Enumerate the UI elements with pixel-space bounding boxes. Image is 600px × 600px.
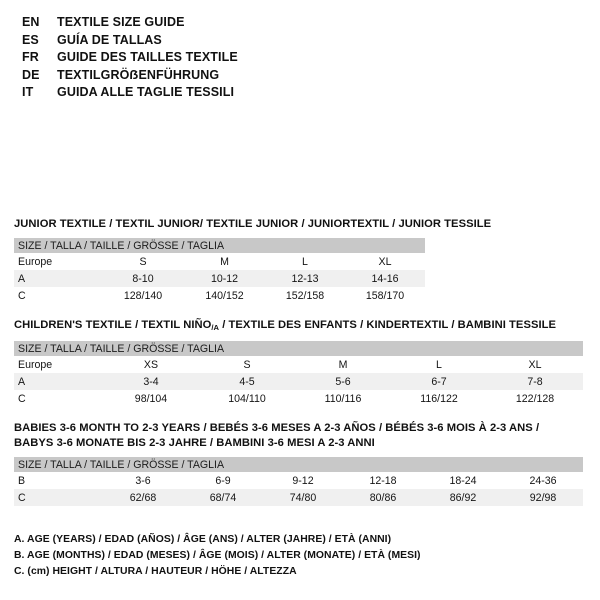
table-row: Europe S M L XL [14,253,425,270]
language-row: FR GUIDE DES TAILLES TEXTILE [22,49,422,67]
row-label: B [14,472,103,489]
language-title: TEXTILGRÖẞENFÜHRUNG [57,67,220,82]
row-label: C [14,287,102,304]
cell: XS [103,356,199,374]
language-title: GUÍA DE TALLAS [57,32,162,47]
section-childrens-textile: CHILDREN'S TEXTILE / TEXTIL NIÑO/A / TEX… [14,318,584,408]
cell: 104/110 [199,390,295,408]
section-title-line-1: BABIES 3-6 MONTH TO 2-3 YEARS / BEBÉS 3-… [14,422,540,434]
language-row: EN TEXTILE SIZE GUIDE [22,14,422,32]
table-row: C 98/104 104/110 110/116 116/122 122/128 [14,390,584,408]
cell: 18-24 [423,472,503,489]
table-row: A 8-10 10-12 12-13 14-16 [14,270,425,287]
cell: 9-12 [263,472,343,489]
cell: 128/140 [102,287,184,304]
legend-line-b: B. AGE (MONTHS) / EDAD (MESES) / ÂGE (MO… [14,550,421,561]
cell: 92/98 [503,489,584,506]
cell: 3-4 [103,373,199,391]
size-band-label: SIZE / TALLA / TAILLE / GRÖSSE / TAGLIA [14,341,584,357]
table-row: C 128/140 140/152 152/158 158/170 [14,287,425,304]
cell: 3-6 [103,472,183,489]
size-band-label: SIZE / TALLA / TAILLE / GRÖSSE / TAGLIA [14,457,584,472]
language-row: DE TEXTILGRÖẞENFÜHRUNG [22,67,422,85]
legend-line-c: C. (cm) HEIGHT / ALTURA / HAUTEUR / HÖHE… [14,566,297,577]
cell: 140/152 [184,287,265,304]
cell: 8-10 [102,270,184,287]
cell: 6-7 [391,373,487,391]
cell: 68/74 [183,489,263,506]
language-row: ES GUÍA DE TALLAS [22,32,422,50]
language-title: TEXTILE SIZE GUIDE [57,15,185,29]
row-label: Europe [14,356,103,374]
table-row: Europe XS S M L XL [14,356,584,374]
section-junior-textile: JUNIOR TEXTILE / TEXTIL JUNIOR/ TEXTILE … [14,217,491,304]
cell: 122/128 [487,390,584,408]
row-label: C [14,489,103,506]
cell: 7-8 [487,373,584,391]
section-title: CHILDREN'S TEXTILE / TEXTIL NIÑO/A / TEX… [14,318,583,335]
cell: 24-36 [503,472,584,489]
language-code: IT [22,85,34,100]
cell: XL [345,253,425,270]
legend-line-a: A. AGE (YEARS) / EDAD (AÑOS) / ÂGE (ANS)… [14,534,392,545]
table-row: B 3-6 6-9 9-12 12-18 18-24 24-36 [14,472,584,489]
language-row: IT GUIDA ALLE TAGLIE TESSILI [22,84,422,102]
cell: 6-9 [183,472,263,489]
cell: L [391,356,487,374]
cell: 158/170 [345,287,425,304]
row-label: A [14,373,103,391]
language-code: DE [22,67,40,82]
row-label: A [14,270,102,287]
section-title-pre: CHILDREN'S TEXTILE / TEXTIL NIÑO [14,319,212,331]
section-babies-textile: BABIES 3-6 MONTH TO 2-3 YEARS / BEBÉS 3-… [14,421,584,506]
cell: 74/80 [263,489,343,506]
table-row: A 3-4 4-5 5-6 6-7 7-8 [14,373,584,391]
table-band-row: SIZE / TALLA / TAILLE / GRÖSSE / TAGLIA [14,238,425,253]
cell: 80/86 [343,489,423,506]
cell: 14-16 [345,270,425,287]
cell: M [295,356,391,374]
cell: 86/92 [423,489,503,506]
section-title-line-2: BABYS 3-6 MONATE BIS 2-3 JAHRE / BAMBINI… [14,437,375,449]
language-title: GUIDE DES TAILLES TEXTILE [57,50,238,65]
cell: 4-5 [199,373,295,391]
row-label: Europe [14,253,102,270]
height-measurement-illustration: C [440,2,600,214]
cell: 12-13 [265,270,345,287]
cell: L [265,253,345,270]
table-band-row: SIZE / TALLA / TAILLE / GRÖSSE / TAGLIA [14,457,584,472]
section-title-post: / TEXTILE DES ENFANTS / KINDERTEXTIL / B… [219,319,557,331]
size-band-label: SIZE / TALLA / TAILLE / GRÖSSE / TAGLIA [14,238,425,253]
section-title-subscript: /A [211,323,220,333]
cell: 10-12 [184,270,265,287]
cell: 62/68 [103,489,183,506]
language-code: ES [22,32,39,47]
language-code: EN [22,15,40,29]
section-title: JUNIOR TEXTILE / TEXTIL JUNIOR/ TEXTILE … [14,218,492,230]
language-code: FR [22,50,39,65]
junior-size-table: SIZE / TALLA / TAILLE / GRÖSSE / TAGLIA … [14,238,425,304]
cell: S [199,356,295,374]
cell: 152/158 [265,287,345,304]
cell: XL [487,356,584,374]
language-title: GUIDA ALLE TAGLIE TESSILI [57,85,235,100]
language-title-block: EN TEXTILE SIZE GUIDE ES GUÍA DE TALLAS … [22,14,422,102]
cell: 98/104 [103,390,199,408]
row-label: C [14,390,103,408]
cell: 12-18 [343,472,423,489]
legend-block: A. AGE (YEARS) / EDAD (AÑOS) / ÂGE (ANS)… [14,532,574,580]
children-size-table: SIZE / TALLA / TAILLE / GRÖSSE / TAGLIA … [14,341,584,408]
cell: S [102,253,184,270]
cell: 5-6 [295,373,391,391]
babies-size-table: SIZE / TALLA / TAILLE / GRÖSSE / TAGLIA … [14,457,584,506]
cell: 110/116 [295,390,391,408]
cell: 116/122 [391,390,487,408]
cell: M [184,253,265,270]
table-band-row: SIZE / TALLA / TAILLE / GRÖSSE / TAGLIA [14,341,584,357]
table-row: C 62/68 68/74 74/80 80/86 86/92 92/98 [14,489,584,506]
